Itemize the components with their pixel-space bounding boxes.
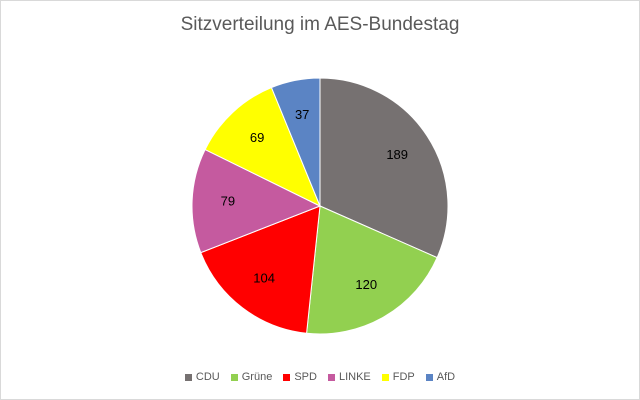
legend-label: Grüne	[241, 371, 273, 383]
data-label-spd: 104	[253, 271, 275, 286]
data-label-grüne: 120	[355, 277, 377, 292]
chart-title: Sitzverteilung im AES-Bundestag	[180, 14, 460, 35]
pie-slice-cdu	[319, 77, 449, 259]
legend-label: FDP	[392, 371, 415, 383]
legend-item-fdp: FDP	[381, 371, 415, 383]
pie-slice-fdp	[204, 86, 321, 208]
legend-item-cdu: CDU	[184, 371, 220, 383]
legend-swatch	[327, 373, 335, 381]
pie-slice-spd	[200, 205, 321, 334]
legend-item-grüne: Grüne	[230, 371, 273, 383]
legend-item-afd: AfD	[425, 371, 456, 383]
legend-swatch	[283, 373, 291, 381]
legend-label: SPD	[294, 371, 317, 383]
legend-swatch	[381, 373, 389, 381]
legend-swatch	[425, 373, 433, 381]
data-label-cdu: 189	[386, 147, 408, 162]
data-label-fdp: 69	[250, 130, 264, 145]
data-label-linke: 79	[221, 194, 235, 209]
legend-label: LINKE	[338, 371, 371, 383]
legend-swatch	[230, 373, 238, 381]
chart-legend: CDU Grüne SPD LINKE FDP AfD	[1, 371, 639, 383]
data-label-afd: 37	[295, 107, 309, 122]
pie-slice-grüne	[306, 205, 438, 335]
legend-item-linke: LINKE	[327, 371, 371, 383]
legend-swatch	[184, 373, 192, 381]
legend-label: CDU	[195, 371, 220, 383]
legend-label: AfD	[436, 371, 456, 383]
pie-slice-linke	[191, 148, 322, 254]
pie-slice-afd	[270, 77, 321, 207]
legend-item-spd: SPD	[283, 371, 317, 383]
